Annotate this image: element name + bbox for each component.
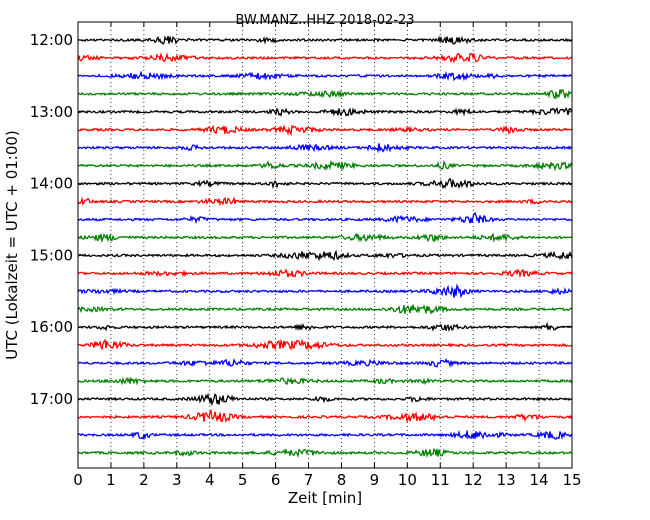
trace-line — [77, 232, 573, 244]
x-tick-label: 1 — [106, 471, 116, 489]
trace-line — [77, 196, 573, 207]
trace-line — [77, 321, 573, 332]
trace-line — [77, 211, 573, 225]
trace-line — [77, 429, 573, 441]
x-tick-label: 3 — [172, 471, 182, 489]
x-tick-label: 13 — [497, 471, 516, 489]
x-tick-label: 14 — [530, 471, 549, 489]
trace-line — [77, 124, 573, 137]
trace-line — [77, 338, 573, 351]
seismic-traces — [77, 35, 573, 459]
x-tick-label: 12 — [464, 471, 483, 489]
x-tick-label: 7 — [304, 471, 314, 489]
x-grid — [110, 22, 540, 468]
x-axis-label: Zeit [min] — [288, 489, 362, 507]
trace-line — [77, 35, 573, 45]
trace-line — [77, 159, 573, 172]
trace-line — [77, 70, 573, 82]
x-tick-label: 5 — [238, 471, 248, 489]
trace-line — [77, 392, 573, 407]
x-axis: 0 1 2 3 4 5 6 7 8 9 10 11 12 13 14 15 — [73, 22, 582, 489]
y-tick-label: 15:00 — [30, 246, 73, 264]
trace-line — [77, 177, 573, 190]
plot-frame — [77, 21, 573, 469]
y-tick-label: 13:00 — [30, 103, 73, 121]
trace-line — [77, 107, 573, 117]
trace-line — [77, 249, 573, 262]
x-tick-label: 11 — [431, 471, 450, 489]
x-tick-label: 10 — [398, 471, 417, 489]
trace-line — [77, 52, 573, 64]
trace-line — [77, 143, 573, 154]
x-tick-label: 0 — [73, 471, 83, 489]
y-axis-label: UTC (Lokalzeit = UTC + 01:00) — [3, 130, 21, 360]
trace-line — [77, 89, 573, 100]
x-tick-label: 2 — [139, 471, 149, 489]
trace-line — [77, 268, 573, 279]
trace-line — [77, 283, 573, 299]
trace-line — [77, 408, 573, 424]
trace-line — [77, 447, 573, 459]
x-tick-label: 9 — [370, 471, 380, 489]
x-tick-label: 8 — [337, 471, 347, 489]
y-axis: 12:00 13:00 14:00 15:00 16:00 17:00 — [30, 31, 572, 408]
x-tick-label: 15 — [562, 471, 581, 489]
x-tick-label: 6 — [271, 471, 281, 489]
y-tick-label: 12:00 — [30, 31, 73, 49]
y-tick-label: 17:00 — [30, 390, 73, 408]
y-tick-label: 14:00 — [30, 175, 73, 193]
y-tick-label: 16:00 — [30, 318, 73, 336]
chart-title: BW.MANZ..HHZ 2018-02-23 — [235, 13, 414, 28]
x-tick-label: 4 — [205, 471, 215, 489]
trace-line — [77, 304, 573, 315]
trace-line — [77, 357, 573, 368]
trace-line — [77, 376, 573, 386]
